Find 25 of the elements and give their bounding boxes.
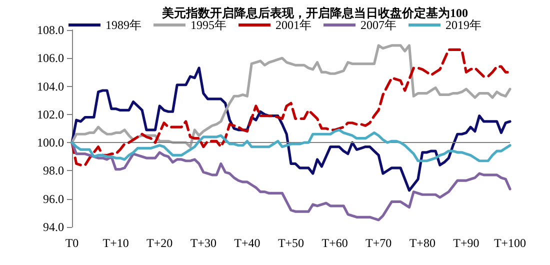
- legend-label: 1995年: [190, 18, 226, 32]
- chart-title: 美元指数开启降息后表现，开启降息当日收盘价定基为100: [161, 6, 468, 20]
- x-tick-label: T+100: [494, 236, 526, 250]
- x-tick-label: T+40: [234, 236, 260, 250]
- y-tick-label: 100.0: [37, 136, 64, 150]
- x-tick-label: T+20: [146, 236, 173, 250]
- x-tick-label: T+30: [190, 236, 216, 250]
- legend-label: 2001年: [276, 18, 312, 32]
- x-tick-label: T+10: [102, 236, 129, 250]
- x-tick-label: T+80: [409, 236, 436, 250]
- legend-label: 1989年: [106, 18, 142, 32]
- legend-label: 2019年: [446, 18, 482, 32]
- x-tick-label: T0: [65, 236, 79, 250]
- y-tick-label: 104.0: [37, 79, 64, 94]
- x-tick-label: T+50: [278, 236, 304, 250]
- legend-label: 2007年: [360, 18, 396, 32]
- y-tick-label: 98.0: [43, 164, 64, 178]
- y-tick-label: 96.0: [43, 192, 64, 206]
- x-tick-label: T+60: [322, 236, 348, 250]
- x-tick-label: T+70: [366, 236, 392, 250]
- y-tick-label: 94.0: [43, 220, 64, 234]
- y-tick-label: 102.0: [37, 107, 64, 122]
- y-tick-label: 106.0: [37, 51, 64, 66]
- y-tick-label: 108.0: [37, 23, 64, 37]
- x-tick-label: T+90: [453, 236, 480, 250]
